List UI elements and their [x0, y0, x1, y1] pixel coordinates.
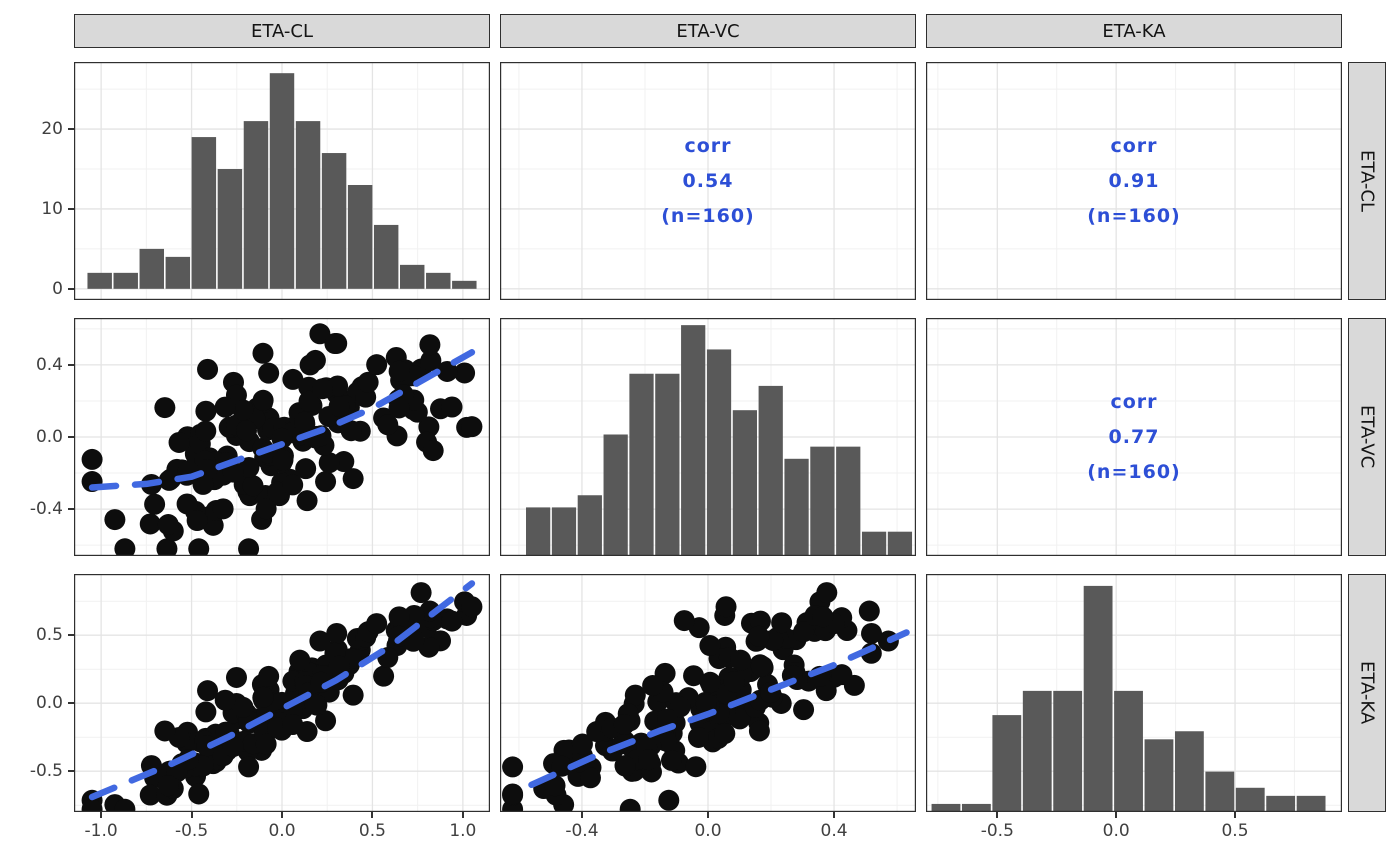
x-axis-col-1: -1.0 -0.5 0.0 0.5 1.0: [74, 812, 490, 846]
x-axis-tick-label: -0.5: [174, 821, 209, 841]
x-axis-tick-label: 0.0: [694, 821, 722, 841]
row-strip-eta-cl: ETA-CL: [1348, 62, 1386, 300]
panel-canvas: [926, 574, 1342, 812]
x-axis-tick: [707, 812, 709, 818]
panel-corr-vc-ka: corr 0.77 (n=160): [926, 318, 1342, 556]
panel-scatter-cl-ka: [74, 574, 490, 812]
x-axis-tick-label: 0.5: [1221, 821, 1249, 841]
panel-canvas: [74, 318, 490, 556]
corr-text-block: corr 0.54 (n=160): [500, 62, 916, 300]
corr-n: (n=160): [661, 205, 755, 227]
x-axis-tick: [1115, 812, 1118, 818]
corr-value: 0.91: [1108, 170, 1160, 192]
panel-hist-eta-cl: [74, 62, 490, 300]
x-axis-tick-label: -0.4: [565, 821, 599, 841]
y-axis-tick-label: 0.0: [35, 693, 63, 714]
corr-value: 0.54: [682, 170, 734, 192]
corr-label: corr: [1110, 135, 1158, 157]
y-axis-tick-label: -0.4: [29, 499, 63, 520]
corr-text-block: corr 0.91 (n=160): [926, 62, 1342, 300]
panel-canvas: [74, 574, 490, 812]
column-strip-label: ETA-VC: [676, 20, 740, 42]
y-axis-tick: [68, 436, 74, 438]
y-axis-tick-label: 10: [41, 198, 63, 219]
column-strip-label: ETA-CL: [251, 20, 313, 42]
row-strip-eta-vc: ETA-VC: [1348, 318, 1386, 556]
panel-corr-cl-vc: corr 0.54 (n=160): [500, 62, 916, 300]
corr-n: (n=160): [1087, 205, 1181, 227]
x-axis-tick: [190, 812, 193, 818]
column-strip-eta-cl: ETA-CL: [74, 14, 490, 48]
corr-n: (n=160): [1087, 461, 1181, 483]
y-axis-tick: [68, 363, 74, 366]
row-strip-label: ETA-CL: [1356, 150, 1378, 212]
x-axis-tick: [100, 812, 103, 818]
y-axis-tick-label: 0.4: [35, 354, 63, 375]
panel-scatter-cl-vc: [74, 318, 490, 556]
row-strip-label: ETA-KA: [1356, 661, 1378, 725]
y-axis-tick-label: 0: [52, 278, 63, 299]
y-axis-tick: [68, 207, 74, 210]
corr-value: 0.77: [1108, 426, 1160, 448]
panel-canvas: [500, 574, 916, 812]
panel-canvas: [74, 62, 490, 300]
panel-scatter-vc-ka: [500, 574, 916, 812]
y-axis-tick: [68, 770, 74, 773]
panel-canvas: [926, 318, 1342, 556]
x-axis-tick-label: 0.4: [820, 821, 848, 841]
panel-corr-cl-ka: corr 0.91 (n=160): [926, 62, 1342, 300]
x-axis-tick: [580, 812, 583, 818]
x-axis-tick-label: -1.0: [84, 821, 118, 841]
column-strip-eta-vc: ETA-VC: [500, 14, 916, 48]
y-axis-tick-label: 20: [41, 119, 63, 140]
x-axis-tick-label: 0.0: [1102, 821, 1130, 841]
x-axis-tick: [996, 812, 999, 818]
x-axis-tick: [461, 812, 464, 818]
column-strip-eta-ka: ETA-KA: [926, 14, 1342, 48]
y-axis-tick: [68, 702, 74, 705]
column-strip-label: ETA-KA: [1102, 20, 1166, 42]
y-axis-row-2: -0.4 0.0 0.4: [0, 318, 74, 556]
x-axis-col-2: -0.4 0.0 0.4: [500, 812, 916, 846]
x-axis-tick: [833, 812, 836, 818]
x-axis-tick: [1234, 812, 1237, 818]
y-axis-tick: [68, 508, 74, 511]
x-axis-tick-label: 0.0: [268, 821, 296, 841]
x-axis-tick: [281, 812, 283, 818]
panel-canvas: [500, 318, 916, 556]
y-axis-tick-label: 0.5: [35, 625, 63, 646]
y-axis-tick: [68, 634, 74, 637]
y-axis-tick-label: 0.0: [35, 427, 63, 447]
y-axis-tick: [68, 287, 74, 290]
x-axis-tick-label: 0.5: [358, 821, 386, 841]
y-axis-row-3: -0.5 0.0 0.5: [0, 574, 74, 812]
y-axis-row-1: 0 10 20: [0, 62, 74, 300]
corr-text-block: corr 0.77 (n=160): [926, 318, 1342, 556]
panel-canvas: [500, 62, 916, 300]
x-axis-tick-label: 1.0: [449, 821, 477, 841]
panel-hist-eta-ka: [926, 574, 1342, 812]
corr-label: corr: [684, 135, 732, 157]
x-axis-tick: [371, 812, 374, 818]
row-strip-label: ETA-VC: [1356, 405, 1378, 469]
y-axis-tick: [68, 128, 74, 131]
corr-label: corr: [1110, 391, 1158, 413]
x-axis-tick-label: -0.5: [980, 821, 1014, 841]
panel-hist-eta-vc: [500, 318, 916, 556]
row-strip-eta-ka: ETA-KA: [1348, 574, 1386, 812]
panel-canvas: [926, 62, 1342, 300]
x-axis-col-3: -0.5 0.0 0.5: [926, 812, 1342, 846]
y-axis-tick-label: -0.5: [29, 761, 63, 782]
